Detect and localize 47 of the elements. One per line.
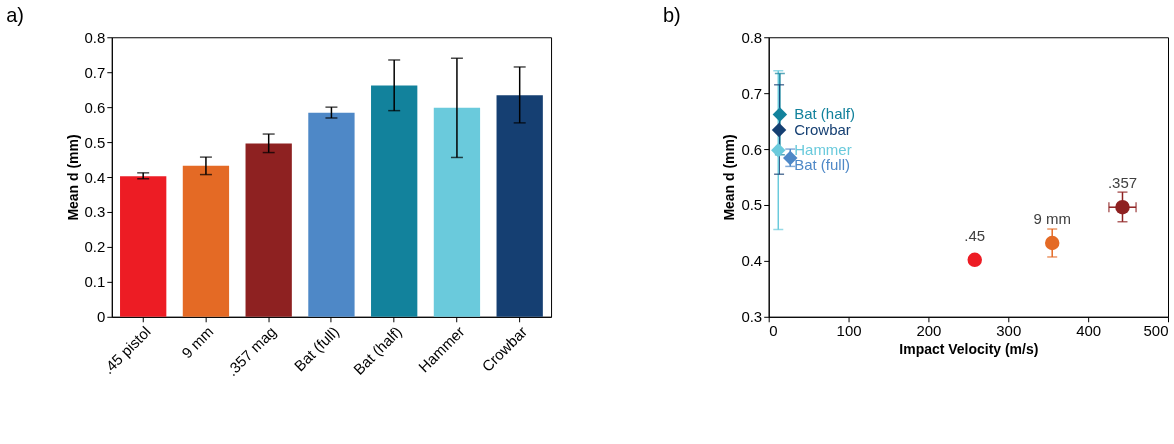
- x-tick-label: 400: [1076, 322, 1102, 340]
- point: [771, 122, 787, 138]
- y-tick-label: 0.2: [84, 238, 106, 256]
- series-label: Bat (full): [794, 156, 850, 174]
- series-label: .357: [1107, 174, 1138, 192]
- bar: [433, 107, 481, 317]
- series-label: 9 mm: [1033, 210, 1071, 228]
- y-tick-label: 0.4: [741, 252, 763, 270]
- bar: [120, 176, 167, 317]
- y-tick-label: 0.4: [84, 168, 106, 186]
- bar: [182, 165, 230, 317]
- y-tick-label: 0.8: [741, 28, 763, 46]
- chart-title: a): [6, 4, 24, 27]
- x-tick-label: 9 mm: [178, 322, 217, 362]
- x-axis-title: Impact Velocity (m/s): [899, 341, 1039, 358]
- y-tick-label: 0.5: [84, 133, 106, 151]
- point: [967, 252, 982, 267]
- series-label: Hammer: [794, 141, 852, 159]
- point: [771, 142, 786, 158]
- point: [1044, 235, 1060, 251]
- y-tick-label: 0.3: [741, 308, 763, 326]
- point: [772, 107, 788, 122]
- bar: [245, 143, 292, 317]
- bar: [371, 85, 418, 317]
- x-tick-label: 300: [996, 322, 1022, 340]
- y-tick-label: 0.7: [84, 63, 106, 81]
- y-tick-label: 0.7: [741, 84, 763, 102]
- y-axis-title: Mean d (mm): [721, 134, 738, 221]
- y-tick-label: 0.8: [84, 28, 106, 46]
- y-tick-label: 0.6: [84, 98, 106, 116]
- series-label: Crowbar: [794, 121, 851, 139]
- series-label: .45: [964, 226, 986, 244]
- y-tick-label: 0.6: [741, 140, 763, 158]
- series-label: Bat (half): [794, 105, 855, 123]
- bar: [308, 112, 355, 317]
- y-tick-label: 0.3: [84, 203, 106, 221]
- point: [1115, 200, 1130, 215]
- x-tick-label: 500: [1143, 322, 1169, 340]
- x-tick-label: 0: [769, 322, 778, 340]
- bar: [496, 95, 543, 317]
- chart-title: b): [663, 4, 681, 27]
- x-tick-label: 200: [916, 322, 942, 340]
- y-tick-label: 0: [96, 308, 106, 326]
- y-tick-label: 0.5: [741, 196, 763, 214]
- x-tick-label: 100: [836, 322, 862, 340]
- y-tick-label: 0.1: [84, 273, 106, 291]
- y-axis-title: Mean d (mm): [64, 134, 81, 221]
